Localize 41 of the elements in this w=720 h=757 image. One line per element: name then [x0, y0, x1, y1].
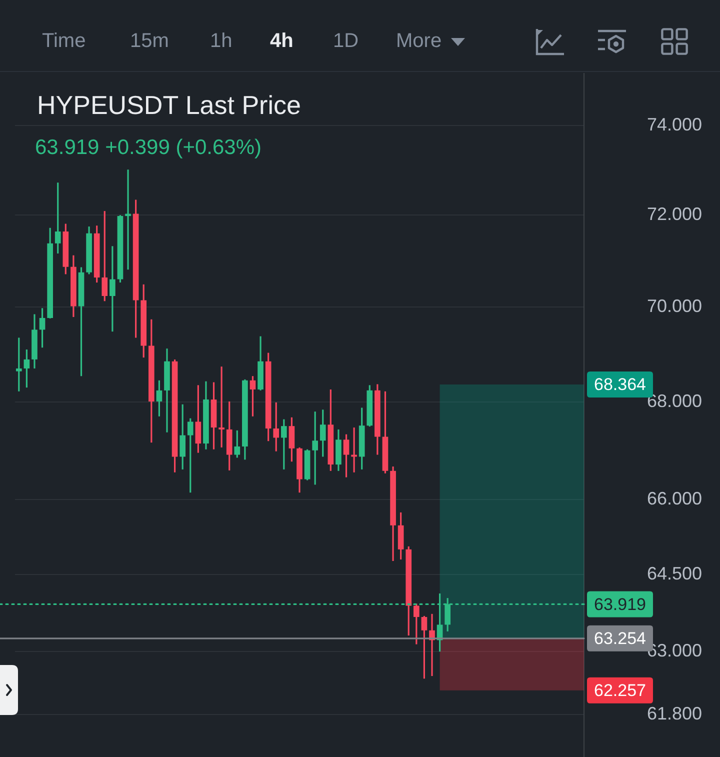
candlestick	[234, 430, 240, 458]
candlestick	[125, 168, 131, 270]
candlestick	[24, 348, 30, 388]
y-tick-label: 64.500	[646, 564, 702, 584]
y-tick-label: 66.000	[646, 488, 702, 508]
candlestick	[195, 384, 202, 454]
candlestick	[312, 410, 318, 486]
text: More	[396, 29, 442, 53]
candlestick	[218, 366, 224, 448]
candlestick	[110, 245, 116, 332]
text: 1D	[333, 29, 359, 53]
candlestick	[421, 615, 428, 680]
candlestick	[343, 434, 350, 478]
y-tick-label: 74.000	[646, 114, 702, 135]
candlestick	[320, 408, 326, 458]
candlestick	[273, 402, 280, 452]
text: Time	[42, 29, 86, 53]
text: 1h	[210, 29, 232, 53]
candlestick	[54, 182, 61, 254]
candlestick	[280, 418, 287, 470]
candlestick	[39, 307, 46, 348]
candlestick	[180, 404, 186, 470]
candlestick	[250, 375, 256, 418]
text: HYPEUSDT Last Price	[37, 89, 301, 121]
y-tick-label: 72.000	[646, 204, 702, 224]
candlestick	[102, 210, 108, 302]
candlestick	[187, 418, 194, 494]
y-tick-label: 68.000	[646, 390, 702, 411]
band-label: 68.364	[594, 375, 646, 394]
text: 4h	[270, 29, 294, 53]
band-label: 62.257	[594, 681, 646, 700]
candlestick	[156, 380, 162, 418]
candlestick	[413, 602, 420, 646]
ref-line-label: 63.254	[594, 629, 646, 648]
y-tick-label: 70.000	[646, 296, 702, 316]
ref-line-label: 63.919	[594, 594, 646, 614]
text: 63.919 +0.399 (+0.63%)	[35, 135, 262, 161]
candlestick	[288, 416, 295, 462]
candlestick	[16, 336, 22, 392]
text: 15m	[130, 29, 169, 53]
y-tick-label: 61.800	[646, 703, 702, 724]
